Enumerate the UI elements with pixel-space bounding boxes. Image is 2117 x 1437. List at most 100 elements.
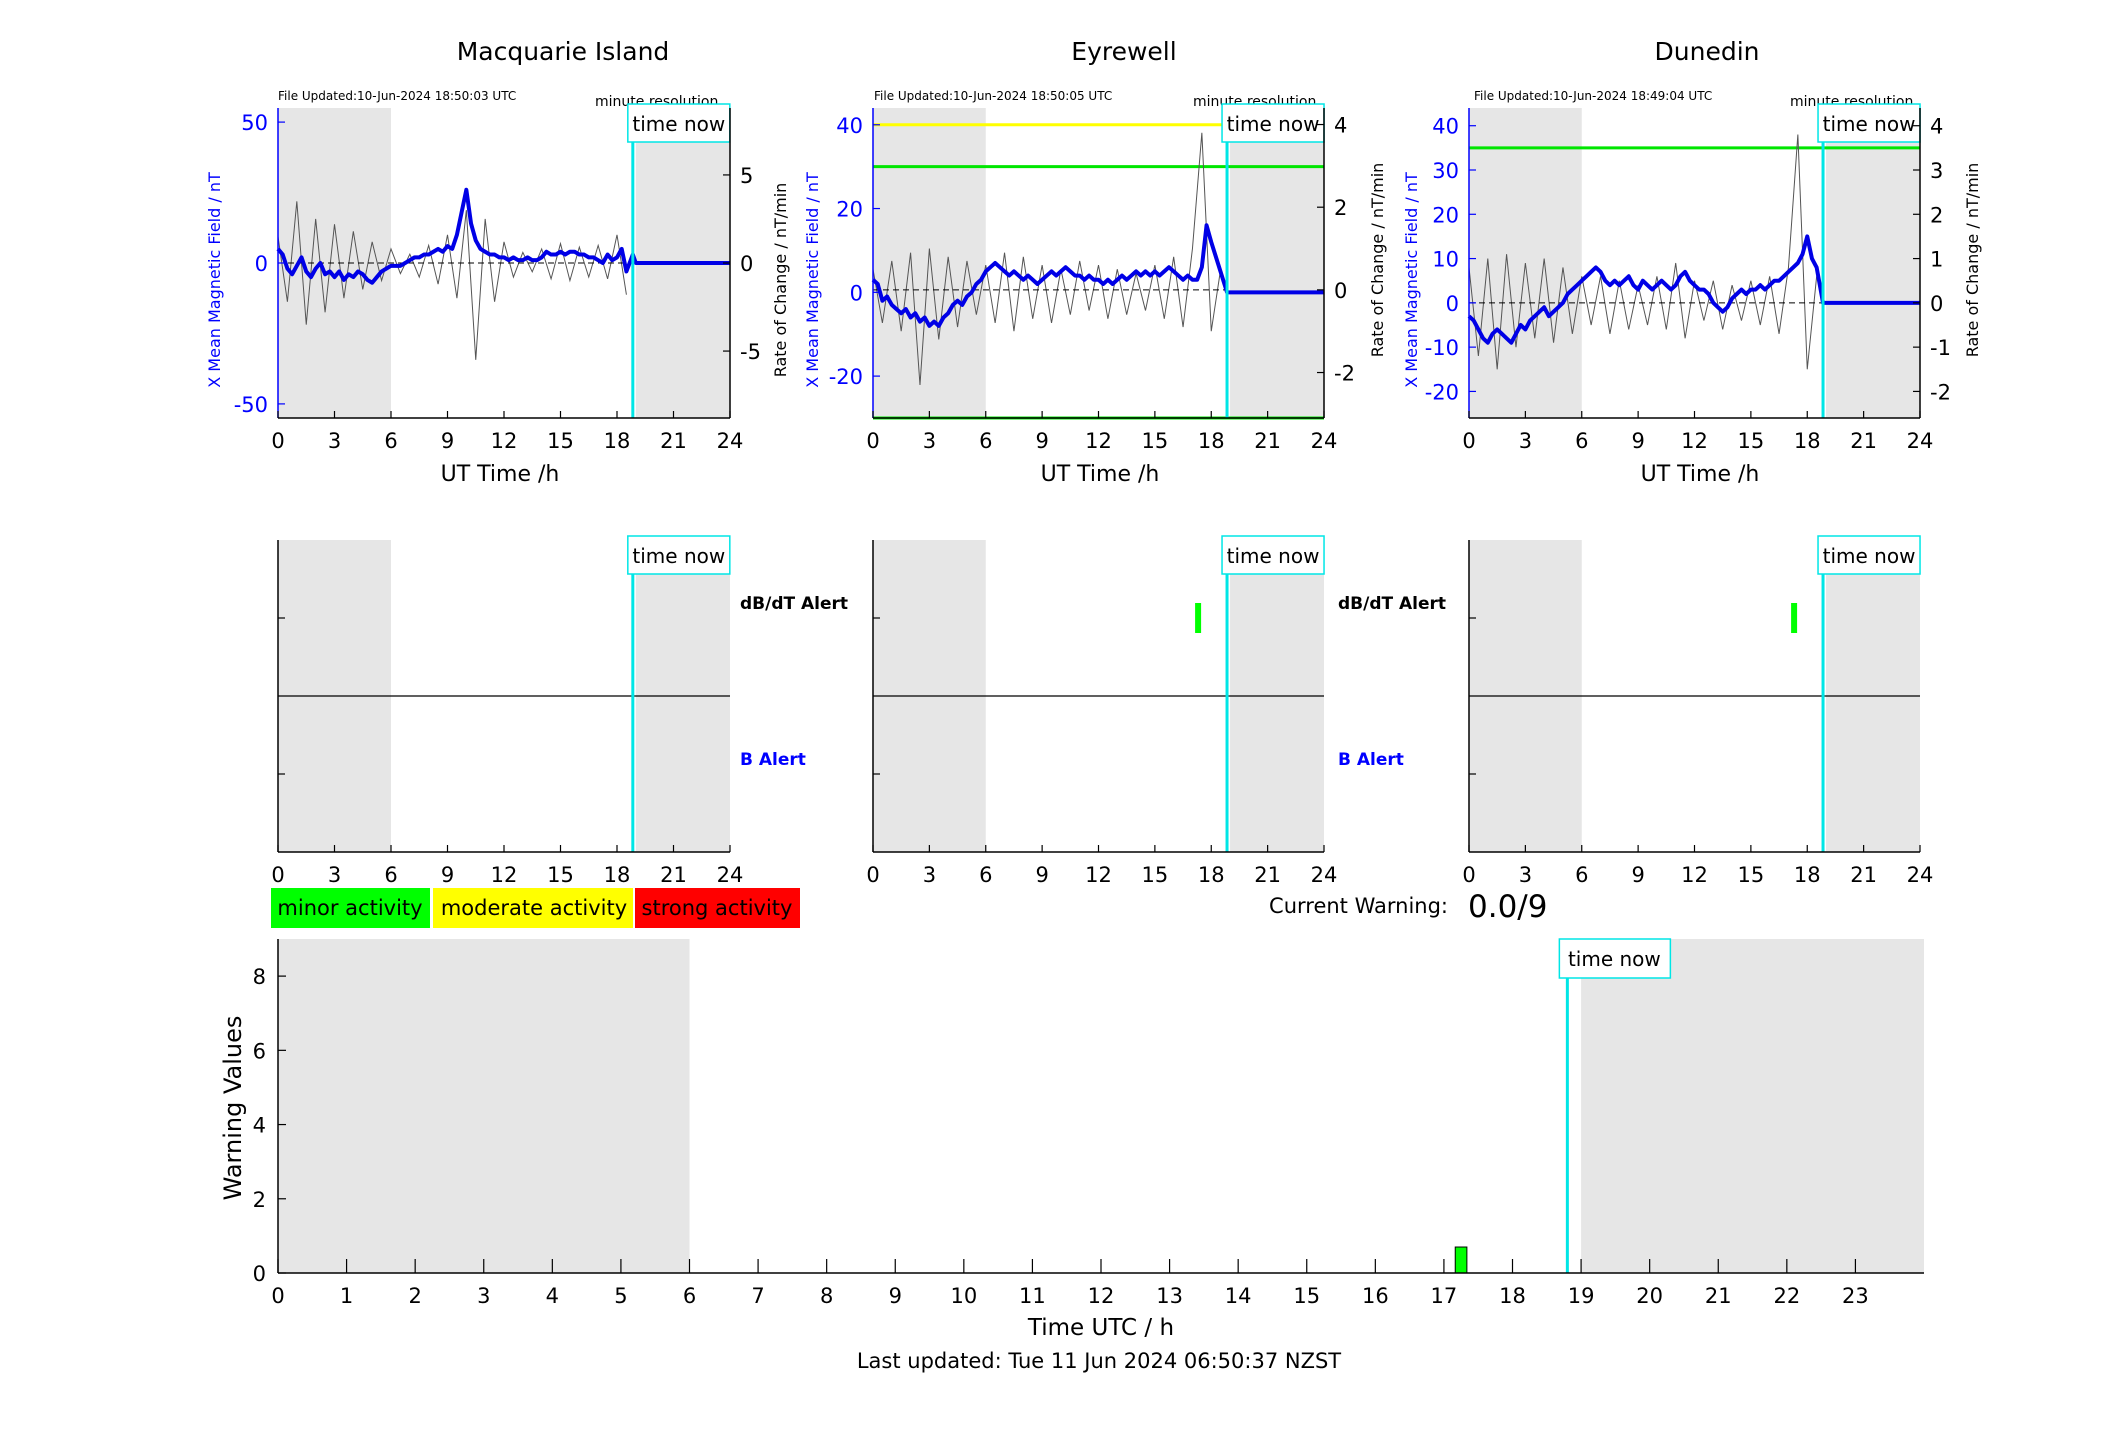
dunedin-alert-x-tick-label: 15 — [1738, 863, 1765, 887]
eyrewell-title: Eyrewell — [1071, 37, 1176, 66]
dunedin-right-y-tick-label: -2 — [1930, 380, 1951, 404]
macquarie-title: Macquarie Island — [457, 37, 670, 66]
eyrewell-x-tick-label: 21 — [1254, 429, 1281, 453]
warning-x-tick-label: 23 — [1842, 1284, 1869, 1308]
macquarie-shade-0 — [278, 108, 391, 418]
macquarie-right-y-tick-label: -5 — [740, 340, 761, 364]
dunedin-x-tick-label: 9 — [1631, 429, 1644, 453]
macquarie-left-y-tick-label: 50 — [241, 111, 268, 135]
legend-strong-swatch — [635, 888, 800, 928]
eyrewell-x-tick-label: 3 — [923, 429, 936, 453]
dunedin-alert-x-tick-label: 9 — [1631, 863, 1644, 887]
warning-x-tick-label: 20 — [1636, 1284, 1663, 1308]
dunedin-time-now-box — [1817, 103, 1921, 143]
legend-moderate-swatch — [433, 888, 633, 928]
dunedin-right-y-tick-label: -1 — [1930, 336, 1951, 360]
macquarie-left-axis-label: X Mean Magnetic Field / nT — [205, 172, 224, 388]
eyrewell-right-y-tick-label: 2 — [1334, 196, 1347, 220]
eyrewell-alert-x-tick-label: 24 — [1311, 863, 1338, 887]
activity-legend: minor activity moderate activity strong … — [271, 888, 800, 928]
warning-x-tick-label: 6 — [683, 1284, 696, 1308]
dunedin-alert-x-tick-label: 6 — [1575, 863, 1588, 887]
eyrewell-left-axis-label: X Mean Magnetic Field / nT — [803, 172, 822, 388]
dunedin-alert-x-tick-label: 21 — [1850, 863, 1877, 887]
warning-shade-1 — [1581, 939, 1924, 1273]
warning-x-tick-label: 11 — [1019, 1284, 1046, 1308]
eyrewell-left-y-tick-label: 20 — [836, 198, 863, 222]
warning-x-tick-label: 0 — [271, 1284, 284, 1308]
macquarie-left-y-tick-label: 0 — [255, 252, 268, 276]
macquarie-alert-chart: time now 0 3 6 9 12 15 18 21 24 — [271, 535, 743, 887]
eyrewell-left-y-tick-label: 0 — [850, 281, 863, 305]
eyrewell-alert-x-tick-label: 21 — [1254, 863, 1281, 887]
eyrewell-alert-x-tick-label: 18 — [1198, 863, 1225, 887]
dunedin-alert-time-now-box — [1817, 535, 1921, 575]
dunedin-rate-series — [1468, 134, 1818, 370]
eyrewell-x-axis-label: UT Time /h — [1041, 462, 1160, 487]
macquarie-alert-x-tick-label: 9 — [441, 863, 454, 887]
macquarie-x-tick-label: 21 — [660, 429, 687, 453]
eyrewell-file-updated: File Updated:10-Jun-2024 18:50:05 UTC — [874, 89, 1112, 103]
warning-x-axis-label: Time UTC / h — [1027, 1315, 1174, 1341]
eyrewell-alert-x-tick-label: 12 — [1085, 863, 1112, 887]
eyrewell-alert-time-now-box — [1221, 535, 1325, 575]
eyrewell-b-alert-label: B Alert — [1338, 750, 1404, 770]
dunedin-file-updated: File Updated:10-Jun-2024 18:49:04 UTC — [1474, 89, 1712, 103]
macquarie-right-y-tick-label: 0 — [740, 252, 753, 276]
macquarie-file-updated: File Updated:10-Jun-2024 18:50:03 UTC — [278, 89, 516, 103]
warning-y-tick-label: 2 — [253, 1188, 266, 1212]
dunedin-mean-series — [1467, 234, 1920, 345]
warning-x-tick-label: 17 — [1431, 1284, 1458, 1308]
eyrewell-time-now-label: time now — [1227, 112, 1320, 136]
dunedin-alert-x-tick-label: 18 — [1794, 863, 1821, 887]
eyrewell-x-tick-label: 15 — [1142, 429, 1169, 453]
warning-x-tick-label: 8 — [820, 1284, 833, 1308]
dunedin-x-axis-label: UT Time /h — [1641, 462, 1760, 487]
legend-minor-swatch — [271, 888, 430, 928]
dunedin-left-y-tick-label: 0 — [1446, 292, 1459, 316]
dunedin-time-now-label: time now — [1823, 112, 1916, 136]
warning-x-tick-label: 21 — [1705, 1284, 1732, 1308]
warning-y-tick-label: 4 — [253, 1114, 266, 1138]
warning-x-tick-label: 9 — [889, 1284, 902, 1308]
warning-bar-0 — [1454, 1246, 1468, 1274]
macquarie-x-tick-label: 6 — [384, 429, 397, 453]
eyrewell-alert-x-tick-label: 6 — [979, 863, 992, 887]
macquarie-x-tick-label: 0 — [271, 429, 284, 453]
warning-x-tick-label: 22 — [1773, 1284, 1800, 1308]
warning-x-tick-label: 16 — [1362, 1284, 1389, 1308]
macquarie-x-tick-label: 12 — [491, 429, 518, 453]
dunedin-x-tick-label: 0 — [1462, 429, 1475, 453]
eyrewell-x-tick-label: 9 — [1035, 429, 1048, 453]
dunedin-alert-x-tick-label: 24 — [1907, 863, 1934, 887]
warning-y-tick-label: 6 — [253, 1039, 266, 1063]
dunedin-x-tick-label: 12 — [1681, 429, 1708, 453]
eyrewell-x-tick-label: 24 — [1311, 429, 1338, 453]
eyrewell-x-tick-label: 6 — [979, 429, 992, 453]
macquarie-alert-x-tick-label: 6 — [384, 863, 397, 887]
warning-x-tick-label: 19 — [1568, 1284, 1595, 1308]
warning-y-tick-label: 8 — [253, 965, 266, 989]
dunedin-left-y-tick-label: 30 — [1432, 159, 1459, 183]
dunedin-right-y-tick-label: 2 — [1930, 203, 1943, 227]
eyrewell-dbdt-alert-mark-0 — [1195, 603, 1202, 633]
warning-x-tick-label: 7 — [751, 1284, 764, 1308]
dunedin-alert-time-now-label: time now — [1823, 544, 1916, 568]
warning-x-tick-label: 13 — [1156, 1284, 1183, 1308]
current-warning-value: 0.0/9 — [1468, 889, 1547, 925]
warning-x-tick-label: 10 — [950, 1284, 977, 1308]
last-updated-footer: Last updated: Tue 11 Jun 2024 06:50:37 N… — [857, 1349, 1341, 1373]
eyrewell-left-y-tick-label: 40 — [836, 114, 863, 138]
macquarie-x-axis-label: UT Time /h — [441, 462, 560, 487]
legend-moderate-label: moderate activity — [441, 896, 627, 920]
dunedin-x-tick-label: 15 — [1738, 429, 1765, 453]
macquarie-alert-time-now-label: time now — [632, 544, 725, 568]
macquarie-x-tick-label: 15 — [547, 429, 574, 453]
warning-x-tick-label: 5 — [614, 1284, 627, 1308]
dunedin-x-tick-label: 18 — [1794, 429, 1821, 453]
eyrewell-alert-chart: time now 0 3 6 9 12 15 18 21 24 — [866, 535, 1338, 887]
eyrewell-alert-x-tick-label: 9 — [1035, 863, 1048, 887]
macquarie-x-tick-label: 3 — [328, 429, 341, 453]
